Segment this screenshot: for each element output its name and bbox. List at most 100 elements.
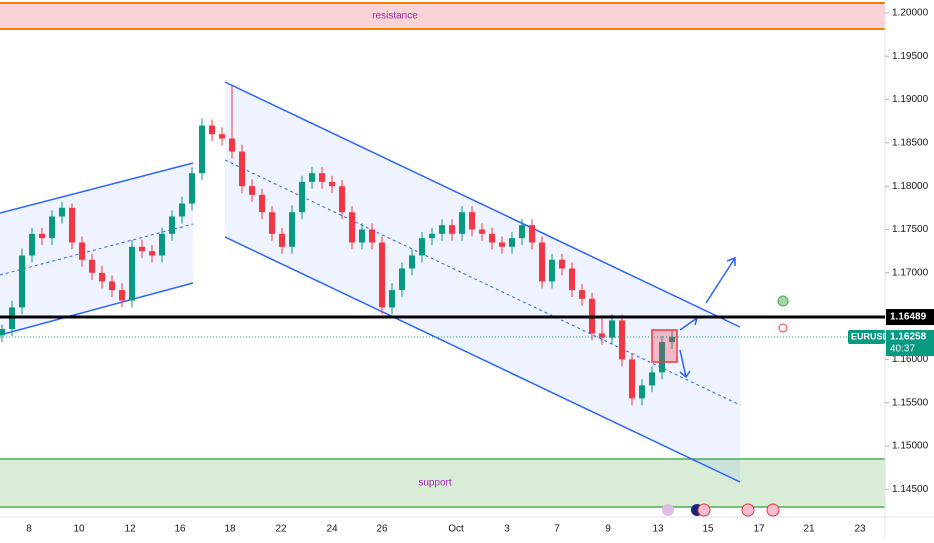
- candle-body: [469, 212, 475, 230]
- symbol-label: EURUSD: [851, 331, 890, 341]
- resistance-zone: [0, 3, 885, 29]
- candle-body: [529, 225, 535, 243]
- x-tick-label: 17: [753, 524, 765, 535]
- support-label: support: [418, 478, 452, 489]
- channel-fill: [0, 163, 193, 335]
- candle-body: [229, 138, 235, 152]
- candle-body: [309, 173, 315, 182]
- candle-body: [599, 333, 605, 338]
- y-tick-label: 1.15000: [892, 441, 929, 452]
- countdown: 40:37: [890, 344, 915, 355]
- y-tick-label: 1.15500: [892, 397, 929, 408]
- candle-body: [269, 212, 275, 234]
- channel-line: [224, 81, 741, 328]
- candle-body: [69, 207, 75, 243]
- y-tick-label: 1.14500: [892, 484, 929, 495]
- x-tick-label: 16: [174, 524, 186, 535]
- x-tick-label: 22: [275, 524, 287, 535]
- event-icon: [741, 503, 755, 517]
- resistance-label: resistance: [372, 11, 418, 22]
- candle-body: [179, 203, 185, 217]
- candle-body: [249, 186, 255, 195]
- event-icon: [697, 503, 711, 517]
- candle-body: [549, 259, 555, 282]
- candle-body: [409, 255, 415, 269]
- candle-body: [0, 329, 5, 336]
- candle-body: [669, 336, 675, 343]
- event-icon: [662, 504, 674, 516]
- x-tick-label: Oct: [448, 524, 464, 535]
- candle-body: [359, 229, 365, 243]
- channel-mid: [224, 159, 741, 406]
- candle-body: [569, 268, 575, 291]
- y-tick-label: 1.20000: [892, 8, 929, 19]
- candle-body: [49, 216, 55, 239]
- box: [651, 329, 678, 363]
- candle-body: [99, 272, 105, 282]
- y-tick-label: 1.18000: [892, 181, 929, 192]
- candle-body: [489, 233, 495, 243]
- candle-body: [649, 372, 655, 386]
- y-tick-label: 1.17500: [892, 224, 929, 235]
- candle-body: [299, 181, 305, 213]
- candle-body: [479, 229, 485, 234]
- candle-body: [519, 225, 525, 239]
- candle-body: [379, 242, 385, 308]
- y-tick-label: 1.19000: [892, 94, 929, 105]
- candle-body: [319, 173, 325, 182]
- x-tick-label: 9: [605, 524, 611, 535]
- candle-body: [399, 268, 405, 291]
- candle-body: [579, 290, 585, 299]
- candle-body: [289, 212, 295, 247]
- candle-body: [209, 125, 215, 135]
- candle-body: [259, 194, 265, 213]
- candle-body: [609, 320, 615, 338]
- candle-body: [59, 207, 65, 217]
- x-tick-label: 18: [224, 524, 236, 535]
- symbol-tag: [848, 330, 885, 345]
- candle-body: [89, 259, 95, 273]
- candle-body: [389, 290, 395, 308]
- x-tick-label: 8: [26, 524, 32, 535]
- candle-body: [629, 359, 635, 399]
- candle-body: [329, 181, 335, 187]
- candle-body: [149, 251, 155, 256]
- candle-body: [109, 281, 115, 291]
- candle-body: [169, 216, 175, 234]
- marker: [778, 323, 788, 333]
- channel-line: [224, 236, 741, 483]
- candle-body: [129, 246, 135, 301]
- candle-body: [189, 173, 195, 204]
- candle-body: [499, 242, 505, 247]
- candle-body: [419, 238, 425, 256]
- channel-line: [0, 162, 194, 214]
- event-icons: [662, 503, 780, 517]
- level-label: 1.16489: [890, 312, 927, 323]
- candle-body: [459, 212, 465, 234]
- candle-body: [349, 212, 355, 243]
- price-label: 1.16258: [890, 332, 927, 343]
- y-tick-label: 1.17000: [892, 267, 929, 278]
- candle-body: [449, 225, 455, 234]
- candle-body: [659, 342, 665, 373]
- y-tick-label: 1.16000: [892, 354, 929, 365]
- candle-body: [369, 229, 375, 243]
- x-tick-label: 10: [73, 524, 85, 535]
- candle-body: [39, 233, 45, 239]
- y-tick-label: 1.18500: [892, 138, 929, 149]
- x-tick-label: 12: [124, 524, 136, 535]
- x-tick-label: 13: [652, 524, 664, 535]
- event-icon: [766, 503, 780, 517]
- candle-body: [339, 186, 345, 213]
- candle-body: [79, 242, 85, 260]
- support-zone: [0, 459, 885, 507]
- x-tick-label: 15: [702, 524, 714, 535]
- x-tick-label: 26: [376, 524, 388, 535]
- candle-body: [29, 233, 35, 256]
- marker: [777, 295, 789, 307]
- candle-body: [539, 242, 545, 282]
- candle-body: [219, 134, 225, 139]
- candle-body: [199, 125, 205, 174]
- candle-body: [239, 151, 245, 187]
